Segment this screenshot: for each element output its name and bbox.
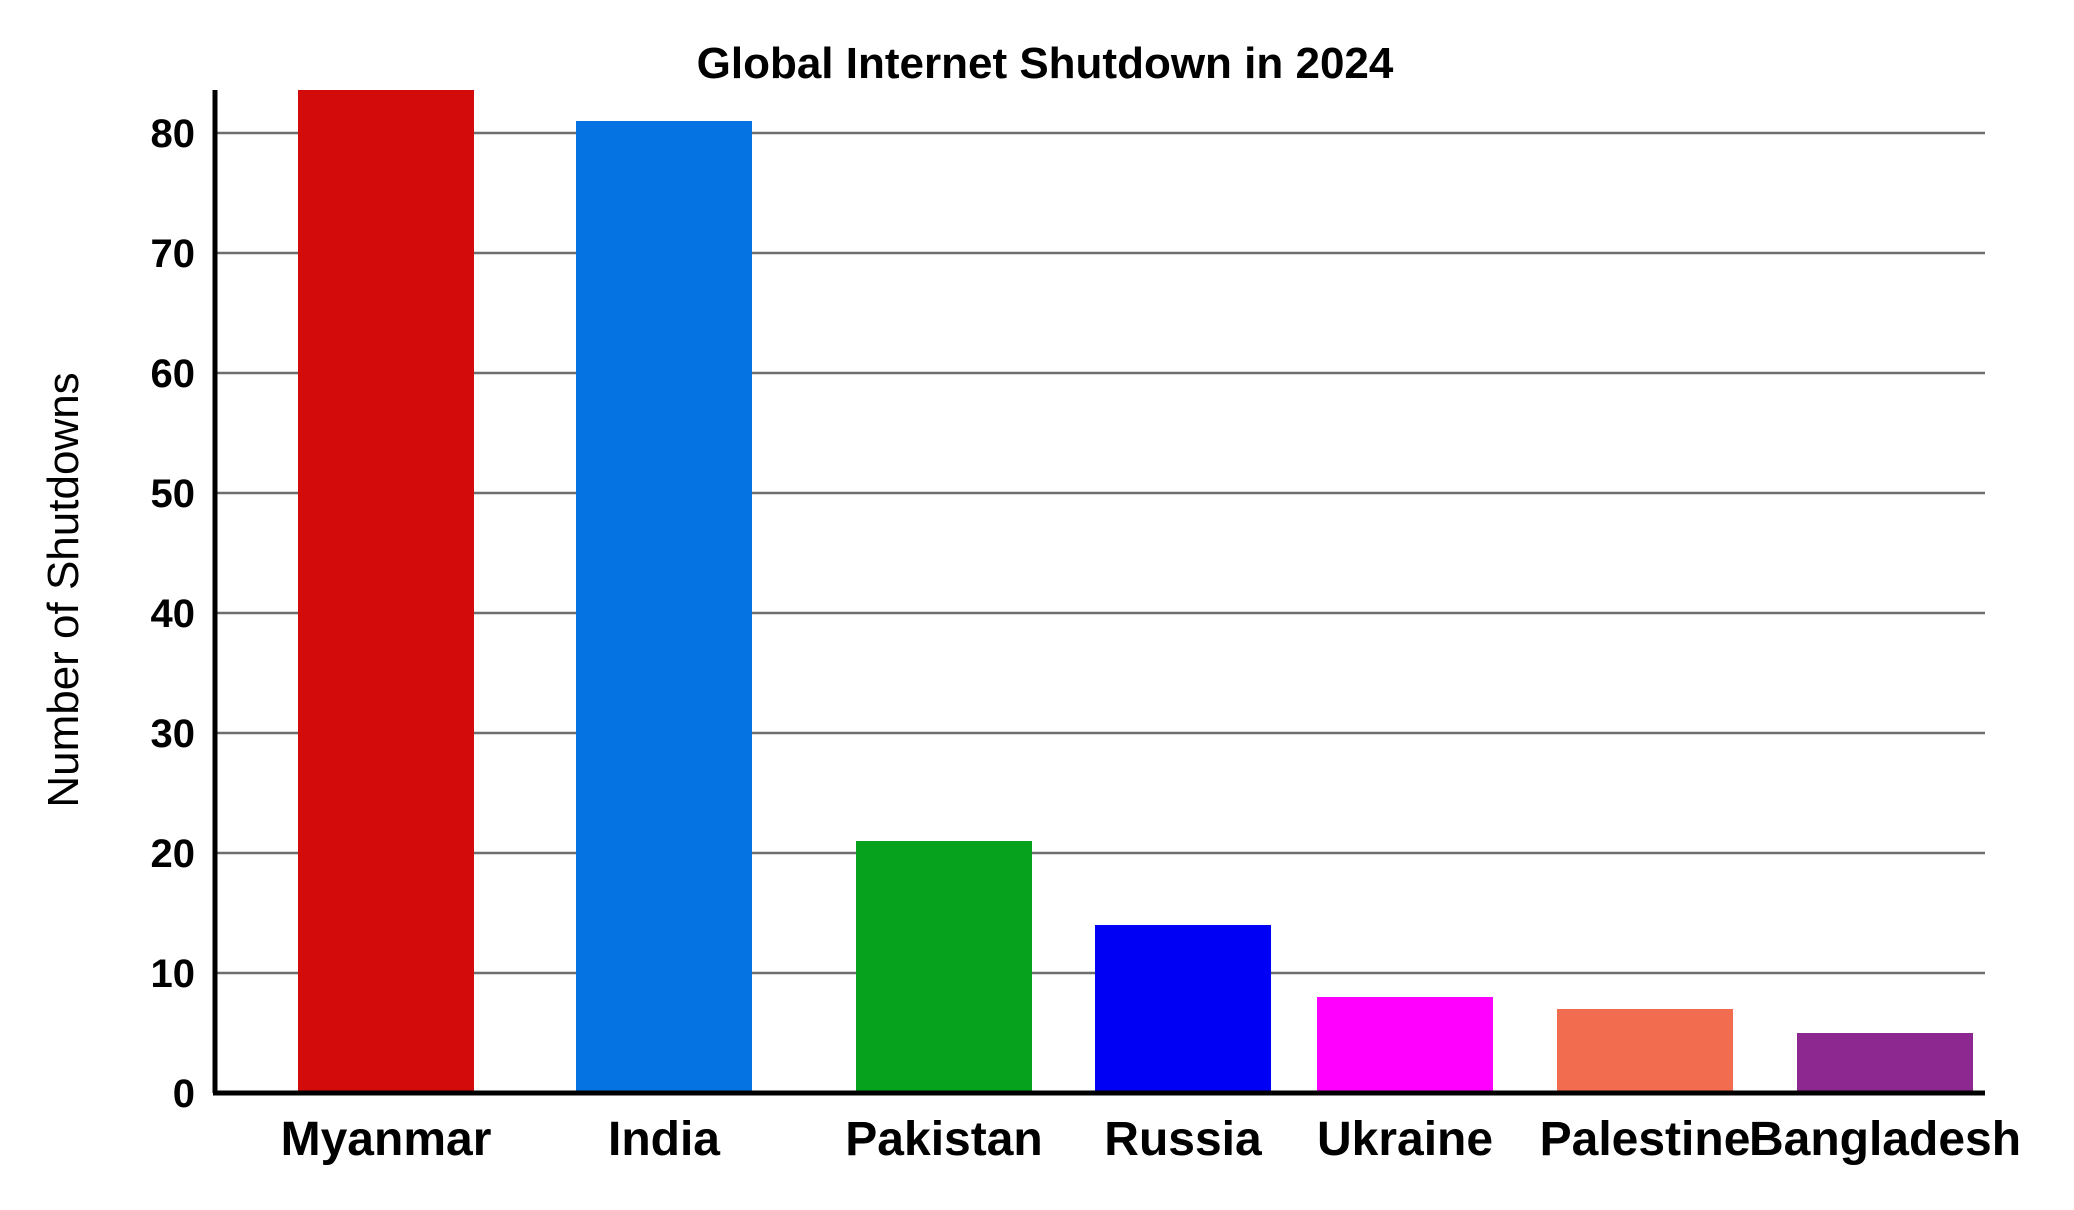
y-tick-label: 50 xyxy=(151,472,196,516)
x-tick-label: Palestine xyxy=(1540,1113,1751,1166)
y-tick-label: 80 xyxy=(151,112,196,156)
chart-title: Global Internet Shutdown in 2024 xyxy=(697,39,1394,88)
y-axis-ticks: 0 10 20 30 40 50 60 70 80 xyxy=(151,112,196,1116)
bar-india xyxy=(576,121,752,1093)
bar-pakistan xyxy=(856,841,1032,1093)
x-tick-label: Ukraine xyxy=(1317,1113,1493,1166)
y-tick-label: 60 xyxy=(151,352,196,396)
bar-bangladesh xyxy=(1797,1033,1973,1093)
y-tick-label: 40 xyxy=(151,592,196,636)
bars xyxy=(298,90,1973,1093)
y-tick-label: 70 xyxy=(151,232,196,276)
bar-ukraine xyxy=(1317,997,1493,1093)
x-tick-label: Pakistan xyxy=(845,1113,1042,1166)
y-axis-label: Number of Shutdowns xyxy=(39,372,88,807)
gridlines xyxy=(215,131,1985,975)
x-tick-label: India xyxy=(608,1113,720,1166)
y-tick-label: 0 xyxy=(173,1072,195,1116)
y-tick-label: 30 xyxy=(151,712,196,756)
x-tick-label: Russia xyxy=(1104,1113,1262,1166)
x-axis-ticks: Myanmar India Pakistan Russia Ukraine Palesti… xyxy=(281,1113,2021,1166)
y-tick-label: 20 xyxy=(151,832,196,876)
x-tick-label: Myanmar xyxy=(281,1113,492,1166)
x-tick-label: Bangladesh xyxy=(1749,1113,2021,1166)
bar-palestine xyxy=(1557,1009,1733,1093)
bar-russia xyxy=(1095,925,1271,1093)
y-tick-label: 10 xyxy=(151,952,196,996)
bar-myanmar xyxy=(298,90,474,1093)
